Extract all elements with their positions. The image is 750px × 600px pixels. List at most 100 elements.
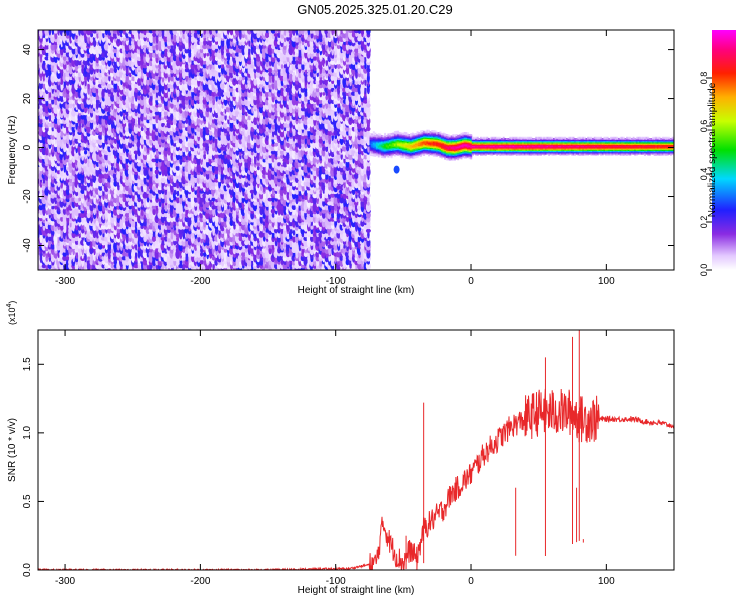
heatmap-cell (68, 102, 73, 109)
heatmap-cell (69, 90, 73, 97)
heatmap-cell (47, 207, 53, 216)
heatmap-cell (66, 149, 70, 156)
heatmap-cell (54, 184, 58, 191)
heatmap-cell (39, 189, 43, 194)
heatmap-cell (50, 243, 56, 250)
heatmap-cell (44, 30, 50, 36)
heatmap-cell (45, 59, 49, 65)
heatmap-cell (48, 30, 52, 36)
heatmap-cell (69, 193, 73, 198)
heatmap-cell (265, 189, 269, 194)
heatmap-cell (188, 30, 191, 36)
heatmap-cell (56, 184, 62, 191)
heatmap-cell (68, 181, 74, 187)
heatmap-cell (45, 52, 49, 57)
heatmap-cell (126, 30, 129, 34)
heatmap-cell (42, 102, 46, 109)
heatmap-cell (62, 255, 68, 261)
heatmap-cell (50, 34, 56, 43)
heatmap-cell (42, 117, 46, 125)
heatmap-cell (68, 156, 74, 164)
heatmap-cell (242, 67, 245, 73)
heatmap-cell (62, 205, 67, 210)
heatmap-cell (47, 259, 53, 266)
heatmap-cell (63, 59, 66, 66)
heatmap-cell (200, 256, 204, 261)
heatmap-cell (48, 99, 52, 104)
heatmap-cell (185, 30, 189, 35)
heatmap-cell (38, 82, 44, 90)
heatmap-cell (69, 189, 73, 194)
heatmap-cell (199, 259, 204, 265)
heatmap-cell (50, 165, 56, 172)
heatmap-cell (84, 150, 88, 155)
heatmap-cell (68, 133, 73, 141)
heatmap-cell (41, 264, 47, 269)
heatmap-cell (39, 79, 43, 84)
heatmap-cell (140, 126, 144, 132)
heatmap-cell (78, 197, 82, 202)
heatmap-cell (265, 30, 269, 34)
heatmap-cell (56, 192, 61, 199)
heatmap-cell (41, 181, 47, 186)
heatmap-cell (39, 219, 43, 227)
heatmap-cell (39, 164, 43, 172)
heatmap-cell (65, 71, 71, 78)
heatmap-cell (137, 91, 141, 96)
heatmap-cell (68, 95, 73, 100)
heatmap-cell (50, 42, 56, 51)
heatmap-cell (66, 122, 70, 128)
heatmap-cell (126, 197, 129, 202)
heatmap-cell (38, 122, 44, 128)
heatmap-cell (65, 187, 70, 196)
heatmap-cell (53, 118, 59, 124)
heatmap-cell (161, 30, 165, 36)
heatmap-cell (51, 95, 55, 100)
heatmap-cell (66, 160, 70, 168)
heatmap-cell (77, 67, 82, 73)
heatmap-cell (54, 30, 58, 34)
heatmap-cell (62, 150, 68, 155)
heatmap-cell (48, 101, 52, 110)
heatmap-cell (56, 173, 61, 179)
heatmap-cell (68, 75, 73, 81)
heatmap-cell (42, 125, 46, 133)
heatmap-cell (274, 142, 279, 147)
heatmap-cell (51, 98, 55, 105)
heatmap-cell (39, 115, 43, 120)
heatmap-cell (44, 121, 50, 129)
figure-title: GN05.2025.325.01.20.C29 (297, 2, 453, 17)
heatmap-cell (62, 55, 67, 62)
heatmap-cell (66, 30, 70, 36)
heatmap-cell (158, 30, 163, 34)
heatmap-cell (69, 32, 73, 38)
heatmap-cell (66, 256, 70, 261)
heatmap-cell (39, 43, 43, 50)
heatmap-cell (48, 236, 52, 242)
heatmap-cell (51, 71, 55, 77)
heatmap-cell (253, 130, 257, 135)
heatmap-cell (59, 199, 65, 208)
heatmap-cell (53, 97, 58, 106)
heatmap-cell (149, 150, 153, 155)
heatmap-cell (54, 204, 58, 210)
heatmap-cell (170, 228, 174, 233)
heatmap-cell (51, 126, 55, 132)
heatmap-cell (51, 30, 55, 36)
heatmap-cell (74, 236, 79, 242)
heatmap-cell (47, 87, 53, 93)
heatmap-cell (63, 184, 67, 191)
heatmap-cell (44, 187, 50, 196)
heatmap-cell (62, 207, 67, 215)
heatmap-cell (63, 48, 67, 53)
heatmap-cell (56, 81, 62, 91)
heatmap-cell (60, 216, 64, 222)
heatmap-cell (215, 30, 218, 34)
heatmap-cell (69, 185, 73, 190)
heatmap-cell (60, 197, 64, 202)
heatmap-cell (39, 66, 43, 74)
heatmap-cell (63, 228, 67, 234)
heatmap-cell (68, 78, 73, 86)
